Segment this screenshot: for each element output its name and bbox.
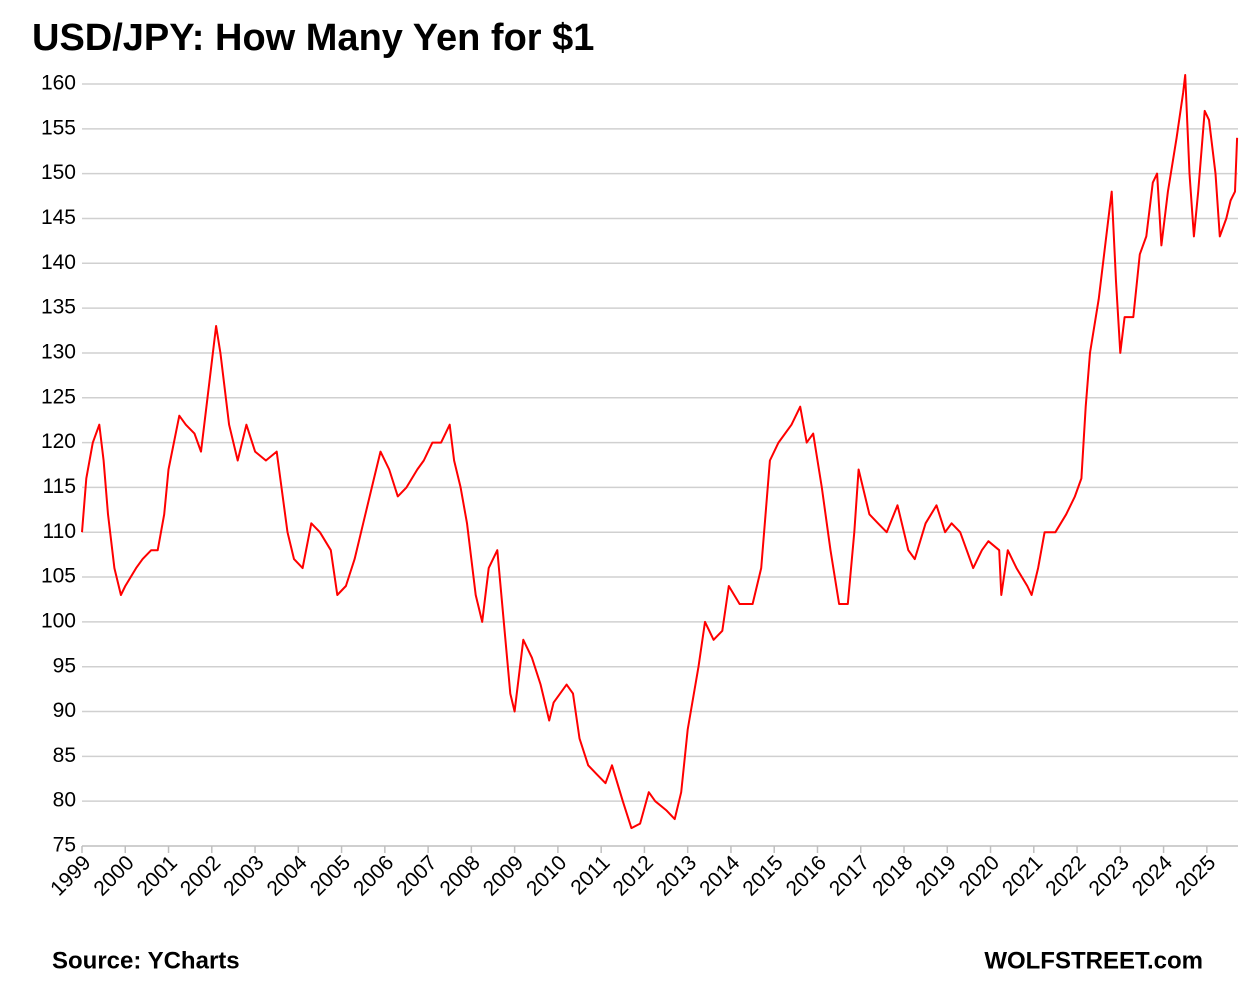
x-tick-label: 2009: [479, 851, 528, 900]
y-tick-label: 145: [41, 206, 76, 229]
y-tick-label: 155: [41, 116, 76, 139]
y-tick-label: 90: [53, 699, 76, 722]
y-tick-label: 95: [53, 654, 76, 677]
x-tick-label: 2004: [262, 851, 312, 901]
x-tick-label: 2008: [436, 851, 485, 900]
y-tick-label: 125: [41, 385, 76, 408]
x-tick-label: 2018: [868, 851, 917, 900]
y-tick-label: 120: [41, 430, 76, 453]
y-tick-label: 75: [53, 834, 76, 857]
y-tick-label: 105: [41, 565, 76, 588]
credit: WOLFSTREET.com: [984, 947, 1203, 974]
x-tick-label: 2001: [133, 851, 182, 900]
y-tick-label: 110: [43, 520, 76, 543]
y-tick-label: 135: [41, 296, 76, 319]
x-tick-label: 2006: [349, 851, 398, 900]
x-tick-label: 2014: [695, 851, 745, 901]
y-tick-label: 100: [41, 609, 76, 632]
x-tick-label: 2010: [522, 851, 571, 900]
x-tick-label: 2016: [782, 851, 831, 900]
y-tick-label: 130: [41, 340, 76, 363]
x-tick-label: 1999: [46, 851, 95, 900]
line: [81, 74, 1239, 830]
x-tick-label: 2005: [306, 851, 355, 900]
x-tick-label: 2011: [566, 851, 614, 899]
x-tick-label: 2012: [609, 851, 658, 900]
x-tick-label: 2000: [89, 851, 138, 900]
y-tick-label: 140: [41, 251, 76, 274]
x-tick-label: 2003: [219, 851, 268, 900]
x-tick-label: 2023: [1084, 851, 1133, 900]
x-tick-label: 2013: [652, 851, 701, 900]
y-tick-label: 160: [41, 72, 76, 95]
x-tick-label: 2021: [998, 851, 1047, 900]
y-tick-label: 85: [53, 744, 76, 767]
x-tick-label: 2017: [825, 851, 874, 900]
x-tick-label: 2019: [911, 851, 960, 900]
x-tick-label: 2002: [176, 851, 225, 900]
x-tick-label: 2020: [955, 851, 1004, 900]
source: Source: YCharts: [52, 947, 240, 974]
x-tick-label: 2025: [1171, 851, 1220, 900]
chart-title: USD/JPY: How Many Yen for $1: [32, 17, 594, 59]
y-tick-label: 150: [41, 161, 76, 184]
x-tick-label: 2024: [1128, 851, 1178, 901]
x-tick-label: 2022: [1041, 851, 1090, 900]
y-tick-label: 80: [53, 789, 76, 812]
x-tick-label: 2015: [738, 851, 787, 900]
x-tick-label: 2007: [392, 851, 441, 900]
y-tick-label: 115: [43, 475, 76, 498]
